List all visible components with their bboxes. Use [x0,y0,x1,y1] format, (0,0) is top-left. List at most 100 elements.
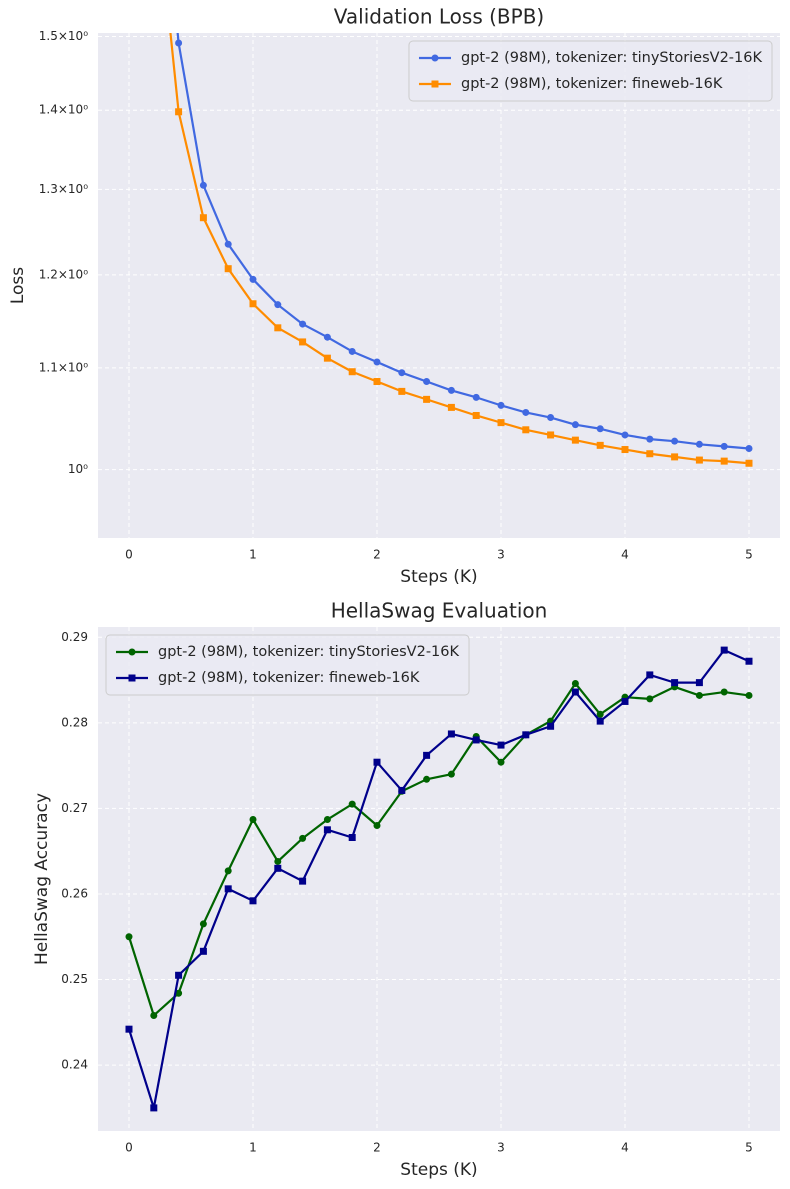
y-tick-label: 0.25 [61,972,88,986]
marker [522,426,530,434]
marker [373,358,381,366]
marker [745,459,753,467]
marker [398,387,406,395]
marker [596,425,604,433]
marker [522,731,530,739]
marker [720,688,728,696]
marker [695,679,703,687]
x-tick-label: 2 [373,548,381,562]
marker [348,347,356,355]
marker [646,671,654,679]
marker [472,736,480,744]
marker [596,710,604,718]
marker [720,442,728,450]
marker [547,722,555,730]
marker [274,864,282,872]
marker [423,775,431,783]
x-tick-label: 4 [621,1141,629,1155]
legend-label: gpt-2 (98M), tokenizer: tinyStoriesV2-16… [461,50,763,66]
marker [373,758,381,766]
marker [128,648,136,656]
marker [423,395,431,403]
marker [323,826,331,834]
marker [571,421,579,429]
x-axis-label: Steps (K) [400,1160,477,1180]
marker [125,933,133,941]
series-line [127,649,750,1109]
marker [447,730,455,738]
x-axis-label: Steps (K) [400,567,477,587]
x-tick-label: 3 [497,1141,505,1155]
y-tick-label: 1.4×10⁰ [39,103,88,117]
plot-background [98,627,780,1131]
marker [621,446,629,454]
marker [646,450,654,458]
marker [596,441,604,449]
marker [671,679,679,687]
marker [447,386,455,394]
marker [596,717,604,725]
marker [348,368,356,376]
marker [175,971,183,979]
marker [175,39,183,47]
marker [249,300,257,308]
y-tick-label: 1.3×10⁰ [39,182,88,196]
x-tick-label: 4 [621,548,629,562]
plot-area [125,646,753,1112]
marker [671,453,679,461]
marker [621,431,629,439]
marker [274,324,282,332]
y-tick-label: 0.27 [61,801,88,815]
marker [472,393,480,401]
marker [497,401,505,409]
x-tick-label: 1 [249,1141,257,1155]
y-axis-label: Loss [8,267,28,304]
marker [423,751,431,759]
x-tick-label: 5 [745,548,753,562]
marker [431,80,439,88]
marker [447,403,455,411]
marker [299,338,307,346]
marker [224,265,232,273]
y-tick-label: 0.24 [61,1058,88,1072]
marker [695,440,703,448]
marker [274,857,282,865]
y-tick-label: 1.2×10⁰ [39,267,88,281]
y-tick-label: 10⁰ [68,462,88,476]
plot-area [169,33,753,467]
plot-background [98,33,780,538]
marker [720,457,728,465]
marker [745,657,753,665]
marker [299,877,307,885]
x-tick-label: 5 [745,1141,753,1155]
chart-title: Validation Loss (BPB) [334,5,544,29]
marker [720,646,728,654]
marker [571,436,579,444]
marker [447,770,455,778]
marker [497,758,505,766]
x-tick-label: 2 [373,1141,381,1155]
marker [224,867,232,875]
marker [199,181,207,189]
legend-label: gpt-2 (98M), tokenizer: fineweb-16K [158,670,420,686]
marker [497,419,505,427]
marker [745,444,753,452]
marker [621,697,629,705]
y-tick-label: 0.29 [61,630,88,644]
y-tick-label: 1.5×10⁰ [39,29,88,43]
y-tick-label: 0.26 [61,886,88,900]
marker [373,822,381,830]
marker [323,333,331,341]
marker [695,691,703,699]
marker [224,885,232,893]
marker [150,1011,158,1019]
marker [348,800,356,808]
marker [431,54,439,62]
marker [224,240,232,248]
marker [199,920,207,928]
marker [373,378,381,386]
marker [348,833,356,841]
marker [249,275,257,283]
marker [125,1025,133,1033]
